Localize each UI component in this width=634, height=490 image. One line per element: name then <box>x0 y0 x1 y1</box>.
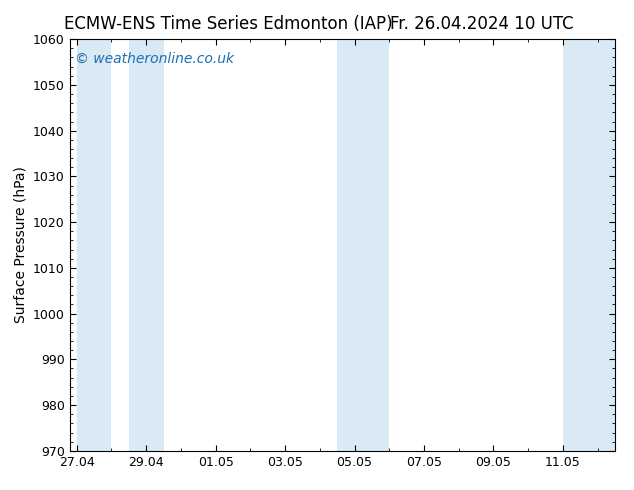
Text: ECMW-ENS Time Series Edmonton (IAP): ECMW-ENS Time Series Edmonton (IAP) <box>64 15 392 33</box>
Y-axis label: Surface Pressure (hPa): Surface Pressure (hPa) <box>13 167 27 323</box>
Bar <box>337 39 389 451</box>
Text: Fr. 26.04.2024 10 UTC: Fr. 26.04.2024 10 UTC <box>390 15 574 33</box>
Bar <box>77 39 112 451</box>
Bar <box>563 39 615 451</box>
Text: © weatheronline.co.uk: © weatheronline.co.uk <box>75 51 234 66</box>
Bar <box>129 39 164 451</box>
